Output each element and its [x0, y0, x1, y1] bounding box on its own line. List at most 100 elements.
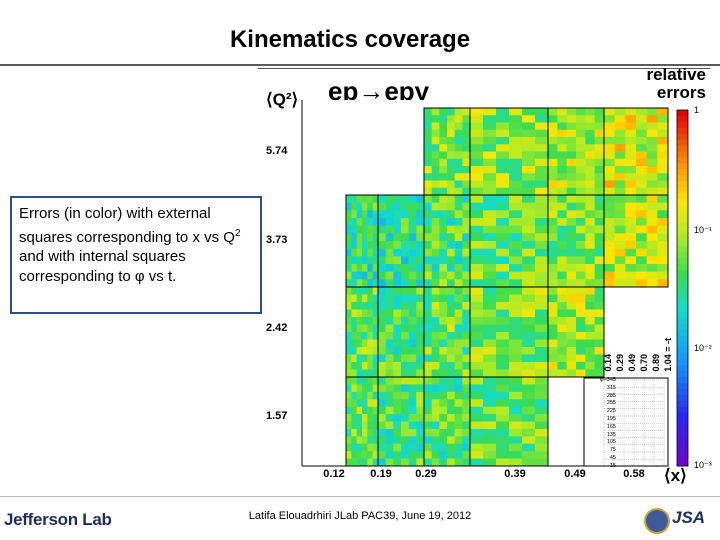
heatmap-cell: [522, 264, 536, 272]
callout-box: Errors (in color) with external squares …: [10, 196, 262, 314]
heatmap-cell: [483, 324, 497, 333]
heatmap-cell: [594, 218, 605, 226]
heatmap-cell: [401, 391, 409, 400]
heatmap-cell: [424, 414, 432, 422]
heatmap-cell: [454, 406, 463, 415]
heatmap-cell: [470, 271, 484, 280]
heatmap-cell: [439, 180, 448, 189]
footer-text: Latifa Elouadrhiri JLab PAC39, June 19, …: [248, 510, 472, 522]
heatmap-cell: [646, 195, 658, 203]
heatmap-cell: [470, 195, 484, 203]
heatmap-cell: [522, 256, 536, 265]
heatmap-cell: [416, 241, 425, 249]
heatmap-cell: [378, 309, 386, 318]
colorbar-segment: [677, 311, 688, 319]
heatmap-cell: [385, 279, 394, 288]
heatmap-cell: [462, 458, 471, 467]
heatmap-cell: [614, 248, 626, 257]
heatmap-cell: [424, 332, 432, 340]
heatmap-cell: [424, 202, 432, 211]
heatmap-cell: [557, 129, 567, 138]
heatmap-cell: [372, 195, 379, 203]
heatmap-cell: [585, 241, 595, 249]
heatmap-cell: [657, 108, 669, 116]
heatmap-cell: [522, 241, 536, 249]
heatmap-cell: [614, 129, 626, 138]
heatmap-cell: [535, 414, 549, 422]
heatmap-cell: [416, 210, 425, 219]
heatmap-cell: [535, 436, 549, 445]
heatmap-cell: [496, 166, 510, 174]
heatmap-cell: [424, 384, 432, 393]
heatmap-cell: [522, 347, 536, 355]
heatmap-cell: [454, 248, 463, 257]
heatmap-cell: [557, 332, 567, 340]
heatmap-cell: [393, 287, 402, 295]
heatmap-cell: [367, 458, 373, 467]
heatmap-cell: [462, 248, 471, 257]
heatmap-cell: [625, 122, 637, 131]
heatmap-cell: [604, 225, 615, 234]
heatmap-cell: [401, 458, 409, 467]
heatmap-cell: [604, 271, 615, 280]
heatmap-cell: [439, 202, 448, 211]
heatmap-cell: [483, 108, 497, 116]
heatmap-cell: [454, 218, 463, 226]
heatmap-cell: [401, 248, 409, 257]
heatmap-cell: [378, 332, 386, 340]
heatmap-cell: [416, 369, 425, 378]
heatmap-cell: [625, 279, 637, 288]
heatmap-cell: [462, 233, 471, 242]
heatmap-cell: [535, 158, 549, 167]
heatmap-cell: [462, 241, 471, 249]
heatmap-cell: [431, 144, 440, 152]
heatmap-cell: [378, 225, 386, 234]
heatmap-cell: [576, 180, 586, 189]
colorbar-segment: [677, 382, 688, 390]
heatmap-cell: [646, 115, 658, 123]
heatmap-cell: [378, 287, 386, 295]
heatmap-cell: [401, 369, 409, 378]
heatmap-cell: [416, 218, 425, 226]
heatmap-cell: [496, 391, 510, 400]
heatmap-cell: [431, 451, 440, 459]
heatmap-cell: [657, 187, 669, 196]
heatmap-cell: [509, 271, 523, 280]
heatmap-cell: [362, 294, 368, 303]
heatmap-cell: [614, 151, 626, 160]
heatmap-cell: [447, 271, 455, 280]
heatmap-cell: [522, 115, 536, 123]
heatmap-cell: [401, 302, 409, 310]
heatmap-cell: [566, 151, 577, 160]
heatmap-cell: [614, 187, 626, 196]
heatmap-cell: [454, 317, 463, 325]
phi-bin-label: 45: [609, 454, 616, 461]
heatmap-cell: [522, 324, 536, 333]
heatmap-cell: [585, 173, 595, 181]
heatmap-cell: [462, 369, 471, 378]
heatmap-cell: [401, 317, 409, 325]
phi-bin-label: 195: [606, 415, 616, 422]
heatmap-cell: [378, 406, 386, 415]
colorbar-segment: [677, 216, 688, 224]
heatmap-cell: [462, 195, 471, 203]
heatmap-cell: [548, 233, 558, 242]
heatmap-cell: [424, 317, 432, 325]
heatmap-cell: [594, 202, 605, 211]
heatmap-cell: [408, 332, 417, 340]
heatmap-cell: [576, 248, 586, 257]
heatmap-cell: [462, 332, 471, 340]
heatmap-cell: [447, 115, 455, 123]
heatmap-cell: [522, 406, 536, 415]
heatmap-cell: [483, 317, 497, 325]
heatmap-cell: [439, 271, 448, 280]
heatmap-cell: [393, 202, 402, 211]
heatmap-cell: [522, 451, 536, 459]
heatmap-cell: [431, 122, 440, 131]
heatmap-cell: [646, 180, 658, 189]
heatmap-cell: [646, 129, 658, 138]
heatmap-cell: [566, 248, 577, 257]
heatmap-cell: [424, 302, 432, 310]
heatmap-cell: [646, 241, 658, 249]
heatmap-cell: [346, 406, 352, 415]
